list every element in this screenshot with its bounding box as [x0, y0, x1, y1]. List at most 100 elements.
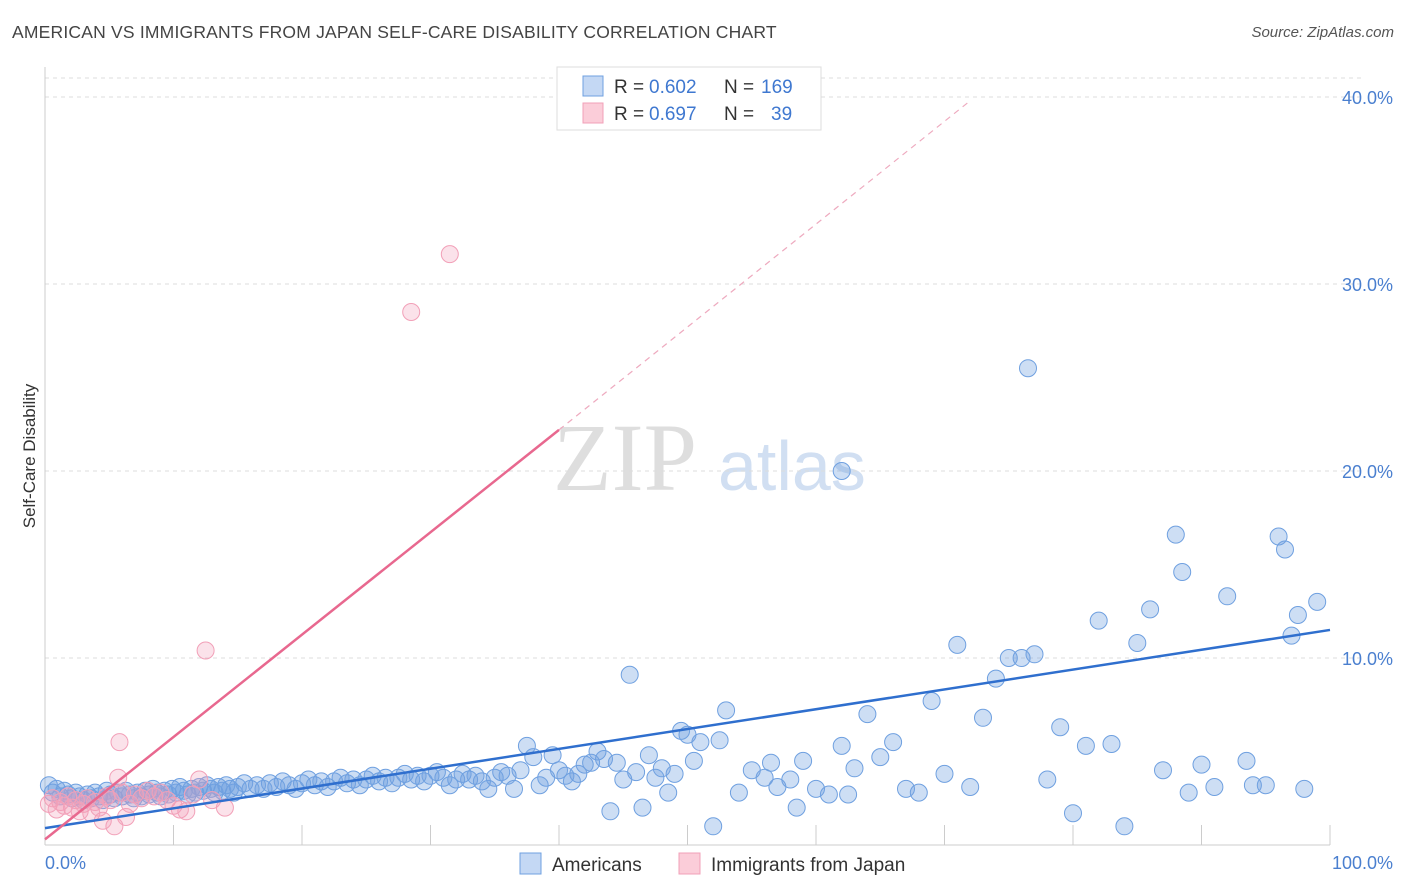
chart-source: Source: ZipAtlas.com [1251, 24, 1394, 41]
american-point-92 [505, 779, 523, 798]
japan-trend-extension [558, 100, 971, 431]
legend-r-label-1: R = [614, 77, 644, 98]
american-point-149 [999, 649, 1018, 667]
american-point-132 [794, 751, 813, 770]
legend-r-value-1: 0.602 [649, 77, 697, 98]
watermark-zip: ZIP [553, 404, 697, 511]
japan-point-36 [196, 641, 215, 660]
y-tick-label-2: 30.0% [1342, 275, 1393, 295]
y-tick-label-0: 10.0% [1342, 649, 1393, 669]
japan-point-31 [183, 785, 202, 804]
american-point-116 [659, 783, 678, 802]
x-tick-label-1: 100.0% [1332, 853, 1393, 873]
american-point-171 [1269, 527, 1288, 546]
tick-labels: 10.0% 20.0% 30.0% 40.0% 0.0% 100.0% [45, 88, 1393, 873]
american-point-130 [781, 770, 800, 789]
american-point-107 [601, 802, 620, 821]
series-legend: Americans Immigrants from Japan [519, 852, 905, 876]
american-point-153 [1051, 718, 1070, 737]
american-point-139 [871, 748, 890, 767]
data-points [39, 245, 1327, 836]
japan-point-38 [440, 245, 459, 264]
american-point-131 [787, 798, 806, 817]
watermark-atlas: atlas [718, 427, 866, 505]
american-point-142 [909, 783, 928, 802]
american-point-159 [1128, 634, 1147, 652]
american-point-162 [1166, 525, 1185, 544]
american-point-114 [646, 768, 665, 787]
american-point-168 [1237, 751, 1256, 770]
legend-n-value-1: 169 [761, 77, 793, 98]
japan-point-21 [120, 794, 139, 813]
american-point-176 [1308, 592, 1327, 611]
american-point-166 [1205, 778, 1224, 796]
american-point-146 [961, 778, 980, 796]
american-point-169 [1243, 776, 1262, 795]
american-point-157 [1102, 735, 1121, 753]
american-point-155 [1076, 736, 1095, 755]
legend-n-label-1: N = [724, 77, 754, 98]
y-tick-label-1: 20.0% [1342, 462, 1393, 482]
american-point-96 [530, 776, 549, 795]
bottom-legend-swatch-japan [678, 852, 701, 875]
japan-point-35 [110, 733, 129, 752]
american-trend-line [44, 628, 1331, 830]
bottom-legend-americans: Americans [552, 855, 642, 876]
axes [44, 67, 1331, 846]
american-point-103 [575, 755, 594, 774]
y-tick-label-3: 40.0% [1342, 88, 1393, 108]
american-point-164 [1179, 783, 1198, 802]
american-point-110 [620, 665, 639, 684]
american-point-145 [948, 635, 967, 654]
american-point-123 [710, 731, 729, 750]
bottom-legend-japan: Immigrants from Japan [711, 855, 905, 876]
american-point-172 [1276, 540, 1294, 559]
american-point-156 [1089, 611, 1108, 630]
american-point-113 [639, 746, 658, 765]
american-point-140 [884, 733, 903, 752]
american-point-135 [832, 736, 851, 755]
legend-r-label-2: R = [614, 104, 644, 125]
american-point-128 [762, 753, 780, 772]
american-point-127 [755, 768, 774, 787]
legend-swatch-japan [582, 102, 604, 124]
american-point-93 [511, 761, 530, 780]
legend-n-value-2: 39 [771, 104, 792, 125]
y-axis-label: Self-Care Disability [20, 383, 39, 528]
american-point-101 [562, 772, 581, 791]
american-point-154 [1064, 804, 1082, 823]
american-point-102 [569, 764, 588, 783]
american-point-175 [1295, 779, 1314, 798]
american-point-174 [1288, 606, 1307, 624]
american-point-160 [1141, 600, 1160, 619]
bottom-legend-swatch-americans [519, 852, 542, 875]
american-point-108 [607, 753, 626, 772]
chart-title: AMERICAN VS IMMIGRANTS FROM JAPAN SELF-C… [12, 22, 777, 42]
american-point-125 [729, 783, 748, 802]
american-point-134 [819, 785, 838, 804]
american-point-147 [974, 708, 992, 727]
american-point-148 [986, 669, 1005, 688]
american-point-158 [1115, 817, 1134, 836]
japan-point-37 [402, 303, 421, 321]
legend-swatch-americans [582, 75, 604, 97]
american-point-144 [935, 764, 954, 783]
american-point-143 [922, 692, 941, 710]
american-point-178 [1019, 359, 1037, 378]
japan-trend-line [44, 428, 560, 841]
trend-lines [44, 100, 1331, 841]
american-point-136 [839, 785, 858, 804]
x-tick-label-0: 0.0% [45, 853, 86, 873]
stats-legend: R = 0.602 N = 169 R = 0.697 N = 39 [556, 66, 822, 131]
american-point-120 [684, 751, 703, 770]
japan-point-26 [151, 783, 170, 802]
japan-point-34 [215, 798, 234, 817]
american-point-163 [1173, 563, 1192, 581]
american-point-117 [665, 764, 684, 783]
american-point-137 [845, 759, 864, 778]
american-point-112 [633, 798, 652, 817]
american-point-124 [717, 701, 736, 720]
legend-n-label-2: N = [724, 104, 754, 125]
american-point-138 [858, 705, 877, 724]
